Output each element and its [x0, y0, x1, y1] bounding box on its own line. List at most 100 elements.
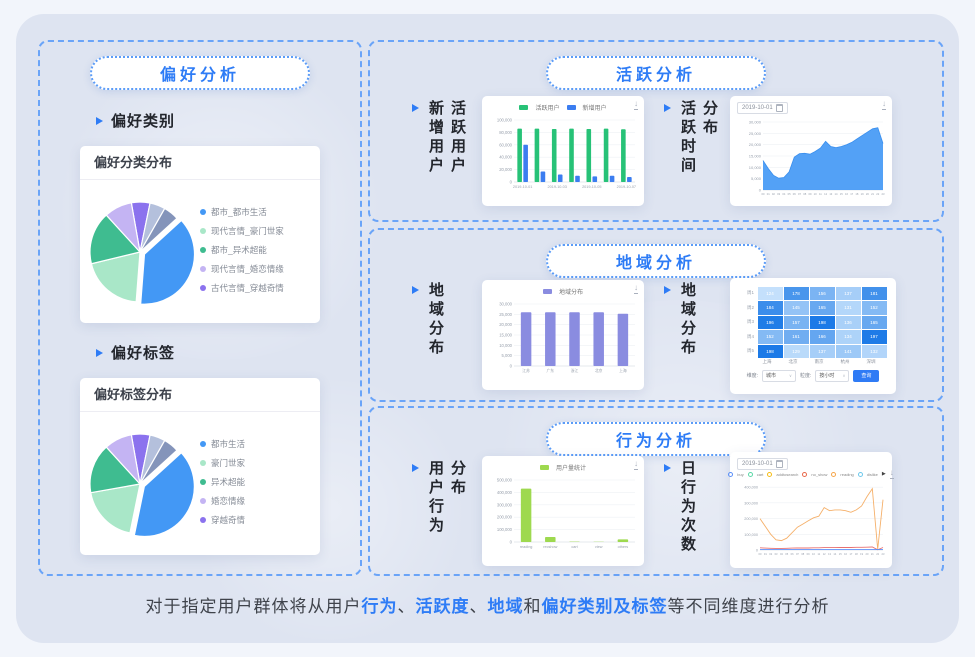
download-icon[interactable]: ↓ — [634, 283, 638, 294]
heatmap-cell: 178 — [783, 286, 809, 300]
legend-label[interactable]: addtosearch — [776, 471, 799, 477]
vertical-label-col: 活跃用户 — [449, 100, 466, 176]
svg-text:浙江: 浙江 — [571, 368, 579, 373]
heatmap-region: 周1 124 178 156 137 181 周2 184 145 165 131 152 周3 196 1… — [735, 286, 891, 382]
card-region-heatmap: 周1 124 178 156 137 181 周2 184 145 165 131 152 周3 196 1… — [730, 278, 896, 394]
svg-text:10: 10 — [812, 552, 815, 556]
svg-text:10,000: 10,000 — [749, 165, 762, 170]
legend-label: 都市_异术超能 — [211, 245, 267, 255]
vertical-label-col: 地域分布 — [427, 282, 444, 358]
legend-item[interactable]: 都市生活 — [200, 438, 312, 450]
legend-more-icon[interactable]: ▶ — [881, 471, 886, 477]
pie-legend: 都市生活豪门世家异术超能婚恋情缘穿越奇情 — [198, 431, 312, 533]
svg-text:0: 0 — [510, 180, 513, 185]
svg-text:06: 06 — [791, 552, 794, 556]
svg-text:80,000: 80,000 — [499, 130, 512, 135]
legend-item[interactable]: 现代言情_豪门世家 — [200, 225, 312, 237]
section-behavior: 行为分析 用户行为 分布 ↓ 用户量统计 0 100,000 200,000 300,… — [368, 406, 944, 576]
triangle-icon — [412, 464, 419, 472]
bar — [592, 176, 598, 182]
filter-select[interactable]: 按小时 ∨ — [815, 369, 850, 382]
legend-dot-icon — [200, 247, 206, 253]
pie-svg — [89, 201, 196, 305]
filter-value: 城市 — [765, 373, 776, 379]
legend-item[interactable]: 异术超能 — [200, 476, 312, 488]
legend-label[interactable]: reading — [840, 471, 854, 477]
card-active-users-chart: ↓ 活跃用户 新增用户 0 20,000 40,000 60,000 80,000 100,… — [482, 96, 644, 206]
download-icon[interactable]: ↓ — [889, 468, 894, 479]
date-value: 2019-10-01 — [742, 460, 773, 467]
svg-text:14: 14 — [835, 192, 838, 196]
triangle-icon — [412, 104, 419, 112]
bar — [523, 144, 528, 182]
legend-dot-icon — [200, 209, 206, 215]
svg-text:17: 17 — [850, 192, 853, 196]
query-button[interactable]: 查询 — [853, 369, 880, 382]
svg-text:11: 11 — [819, 192, 822, 196]
download-icon[interactable]: ↓ — [634, 99, 638, 110]
legend-item[interactable]: 穿越奇情 — [200, 514, 312, 526]
chart-legend: buy cart addtosearch no_show reading dislike ▶… — [728, 469, 894, 479]
section-preference: 偏好分析 偏好类别 偏好分类分布 都市_都市生活 现代言情_豪门世家 都市_异术超能… — [38, 40, 362, 576]
legend-item[interactable]: 古代言情_穿越奇情 — [200, 282, 312, 294]
legend-label[interactable]: 活跃用户 — [535, 105, 560, 112]
legend-item[interactable]: 婚恋情缘 — [200, 495, 312, 507]
legend-label: 穿越奇情 — [211, 515, 246, 525]
heatmap-cell: 184 — [757, 301, 783, 315]
svg-text:02: 02 — [772, 192, 775, 196]
line-series — [759, 546, 884, 551]
date-picker[interactable]: 2019-10-01 — [737, 101, 788, 114]
legend-label[interactable]: cart — [756, 471, 764, 477]
filter-label: 维度: — [746, 373, 758, 379]
vertical-label-col: 用户行为 — [427, 460, 444, 536]
svg-text:01: 01 — [767, 192, 770, 196]
pie-slice — [139, 207, 178, 253]
svg-text:23: 23 — [882, 552, 885, 556]
bar-chart-behavior: 0 100,000 200,000 300,000 400,000 500,000 read… — [487, 472, 639, 560]
svg-text:02: 02 — [769, 552, 772, 556]
heatmap-cell: 134 — [835, 330, 861, 344]
svg-text:04: 04 — [782, 192, 785, 196]
legend-item[interactable]: 豪门世家 — [200, 457, 312, 469]
heatmap-cell: 197 — [861, 330, 887, 344]
pie-slice — [139, 439, 178, 485]
legend-label[interactable]: 新增用户 — [582, 105, 607, 112]
date-value: 2019-10-01 — [742, 104, 773, 111]
legend-item[interactable]: 都市_都市生活 — [200, 206, 312, 218]
legend-marker-icon — [747, 471, 753, 477]
triangle-icon — [96, 116, 103, 125]
bar — [575, 175, 580, 182]
legend-marker-icon — [767, 471, 773, 477]
legend-label[interactable]: 地域分布 — [558, 289, 583, 296]
date-picker[interactable]: 2019-10-01 — [737, 457, 788, 470]
svg-text:0: 0 — [759, 188, 762, 193]
legend-label[interactable]: dislike — [866, 471, 878, 477]
filter-select[interactable]: 城市 ∨ — [761, 369, 796, 382]
svg-text:others: others — [618, 545, 629, 549]
download-icon[interactable]: ↓ — [882, 99, 886, 110]
legend-label[interactable]: no_show — [811, 471, 828, 477]
download-icon[interactable]: ↓ — [634, 459, 638, 470]
bar — [609, 175, 615, 182]
legend-item[interactable]: 都市_异术超能 — [200, 244, 312, 256]
pie-slice — [105, 434, 141, 486]
svg-text:05: 05 — [785, 552, 788, 556]
svg-text:13: 13 — [828, 552, 831, 556]
section-activity: 活跃分析 新增用户 活跃用户 ↓ 活跃用户 新增用户 0 20,000 40,000 6… — [368, 40, 944, 222]
vertical-label-col: 分布 — [701, 100, 718, 138]
bar — [534, 128, 540, 182]
legend-dot-icon — [200, 517, 206, 523]
legend-dot-icon — [200, 228, 206, 234]
svg-text:reading: reading — [520, 545, 533, 549]
svg-text:400,000: 400,000 — [497, 490, 513, 495]
caption-accent-text: 行为 — [361, 597, 398, 616]
legend-label[interactable]: buy — [737, 471, 744, 477]
svg-text:5,000: 5,000 — [502, 353, 513, 358]
svg-text:20: 20 — [866, 192, 869, 196]
legend-label[interactable]: 用户量统计 — [555, 465, 586, 472]
svg-text:20: 20 — [866, 552, 869, 556]
section-region: 地域分析 地域分布 ↓ 地域分布 0 5,000 10,000 15,000 20,00… — [368, 228, 944, 402]
legend-label: 豪门世家 — [211, 458, 246, 468]
legend-item[interactable]: 现代言情_婚恋情缘 — [200, 263, 312, 275]
svg-text:21: 21 — [871, 192, 874, 196]
